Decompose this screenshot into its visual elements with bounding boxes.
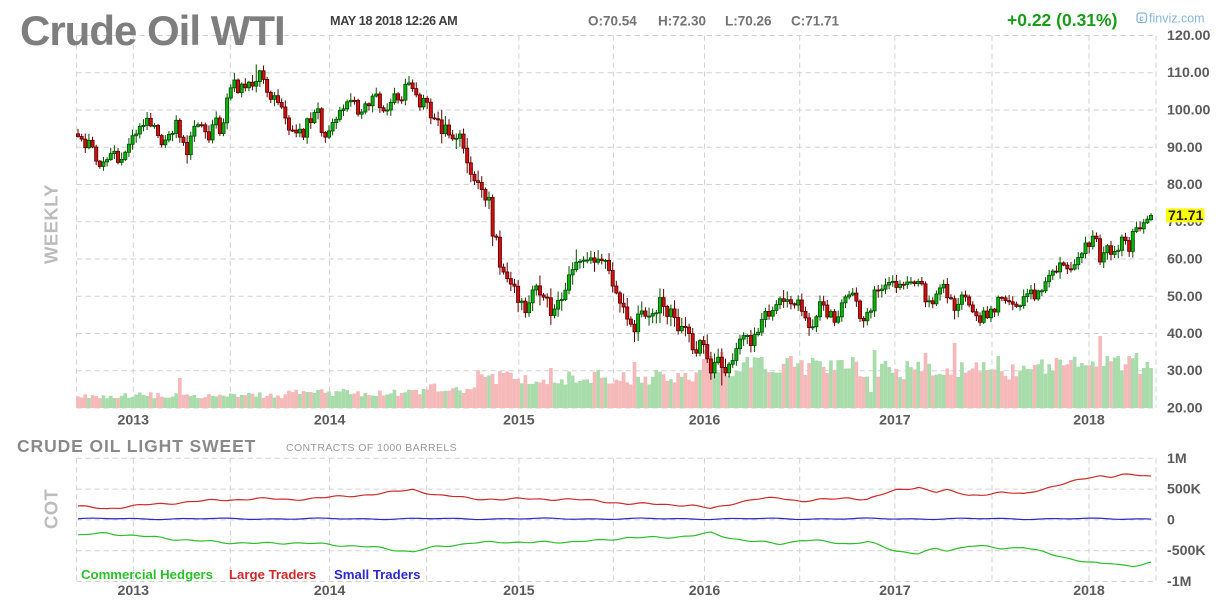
svg-text:Commercial Hedgers: Commercial Hedgers <box>81 567 213 582</box>
svg-text:O:70.54: O:70.54 <box>588 14 637 29</box>
svg-text:Large Traders: Large Traders <box>229 567 316 582</box>
svg-text:WEEKLY: WEEKLY <box>41 184 62 264</box>
svg-text:-1M: -1M <box>1167 574 1191 590</box>
svg-text:90.00: 90.00 <box>1167 140 1203 156</box>
svg-text:500K: 500K <box>1167 482 1202 498</box>
svg-text:Crude Oil WTI: Crude Oil WTI <box>20 7 285 54</box>
svg-text:60.00: 60.00 <box>1167 252 1203 268</box>
svg-text:20.00: 20.00 <box>1167 401 1203 417</box>
svg-text:CONTRACTS OF 1000 BARRELS: CONTRACTS OF 1000 BARRELS <box>286 442 457 454</box>
svg-text:0: 0 <box>1167 512 1175 528</box>
svg-text:30.00: 30.00 <box>1167 363 1203 379</box>
svg-text:+0.22 (0.31%): +0.22 (0.31%) <box>1007 10 1117 30</box>
svg-text:H:72.30: H:72.30 <box>658 14 706 29</box>
svg-text:c: c <box>1139 14 1144 23</box>
svg-text:finviz.com: finviz.com <box>1149 12 1205 26</box>
svg-text:CRUDE OIL LIGHT SWEET: CRUDE OIL LIGHT SWEET <box>17 436 256 456</box>
svg-text:Small Traders: Small Traders <box>334 567 421 582</box>
svg-text:2014: 2014 <box>314 413 346 429</box>
svg-text:40.00: 40.00 <box>1167 326 1203 342</box>
svg-text:2017: 2017 <box>879 583 911 599</box>
svg-text:110.00: 110.00 <box>1167 65 1210 81</box>
svg-text:71.71: 71.71 <box>1168 208 1204 224</box>
svg-text:COT: COT <box>41 488 62 529</box>
svg-text:2013: 2013 <box>118 583 150 599</box>
svg-text:2016: 2016 <box>689 583 721 599</box>
svg-text:C:71.71: C:71.71 <box>791 14 840 29</box>
svg-text:-500K: -500K <box>1167 543 1206 559</box>
svg-text:2015: 2015 <box>503 583 535 599</box>
svg-text:1M: 1M <box>1167 451 1187 467</box>
svg-text:2017: 2017 <box>879 413 911 429</box>
svg-text:MAY 18 2018 12:26 AM: MAY 18 2018 12:26 AM <box>330 14 457 28</box>
svg-text:50.00: 50.00 <box>1167 289 1203 305</box>
svg-text:2018: 2018 <box>1073 413 1105 429</box>
svg-text:2016: 2016 <box>689 413 721 429</box>
svg-text:L:70.26: L:70.26 <box>725 14 772 29</box>
svg-text:2014: 2014 <box>314 583 346 599</box>
svg-text:80.00: 80.00 <box>1167 177 1203 193</box>
svg-text:2013: 2013 <box>118 413 150 429</box>
svg-text:100.00: 100.00 <box>1167 103 1211 119</box>
svg-text:2015: 2015 <box>503 413 535 429</box>
svg-text:2018: 2018 <box>1073 583 1105 599</box>
svg-text:120.00: 120.00 <box>1167 28 1211 44</box>
